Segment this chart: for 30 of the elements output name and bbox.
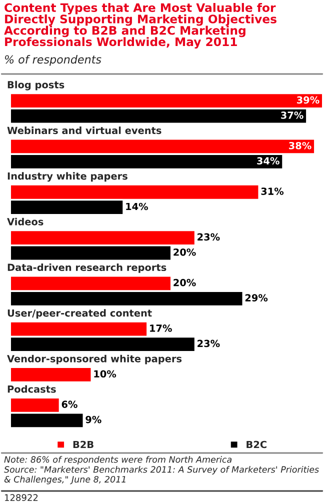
y-tick-label: Vendor-sponsored white papers — [7, 354, 182, 364]
data-label: 17% — [150, 324, 172, 332]
data-label: 31% — [261, 188, 284, 195]
data-label: 9% — [86, 416, 102, 424]
data-label: 39% — [296, 96, 320, 104]
data-label: 20% — [174, 278, 196, 286]
legend-label: B2C — [246, 440, 266, 448]
data-label: 14% — [126, 202, 148, 210]
y-tick-label: Data-driven research reports — [8, 264, 166, 273]
text: 128922 — [4, 494, 38, 501]
data-label: 38% — [289, 142, 312, 150]
data-label: 34% — [257, 157, 280, 165]
legend-label: B2B — [73, 440, 94, 448]
data-label: 23% — [198, 340, 220, 348]
y-tick-label: Videos — [7, 218, 44, 226]
data-label: 6% — [62, 400, 78, 408]
data-label: 23% — [198, 233, 220, 241]
y-tick-label: Podcasts — [8, 385, 56, 393]
y-tick-label: Blog posts — [8, 80, 64, 90]
y-tick-label: User/peer-created content — [8, 309, 152, 319]
source-note: Source: "Marketers' Benchmarks 2011: A Survey of Marketers' Priorities & Challenges," June 8, 2011 — [4, 466, 319, 484]
text: Note: 86% of respondents were from North America — [4, 456, 232, 464]
data-label: 10% — [94, 370, 116, 378]
y-tick-label: Webinars and virtual events — [7, 126, 162, 134]
y-tick-label: Industry white papers — [8, 172, 128, 182]
data-label: 20% — [174, 248, 196, 256]
data-label: 37% — [281, 112, 304, 119]
data-label: 29% — [245, 294, 268, 302]
chart-title: Content Types that Are Most Valuable for Directly Supporting Marketing Objectives According to B2B and B2C Marketing Professionals Worldwide, May 2011 — [4, 3, 276, 49]
chart-subtitle: % of respondents — [5, 55, 102, 66]
